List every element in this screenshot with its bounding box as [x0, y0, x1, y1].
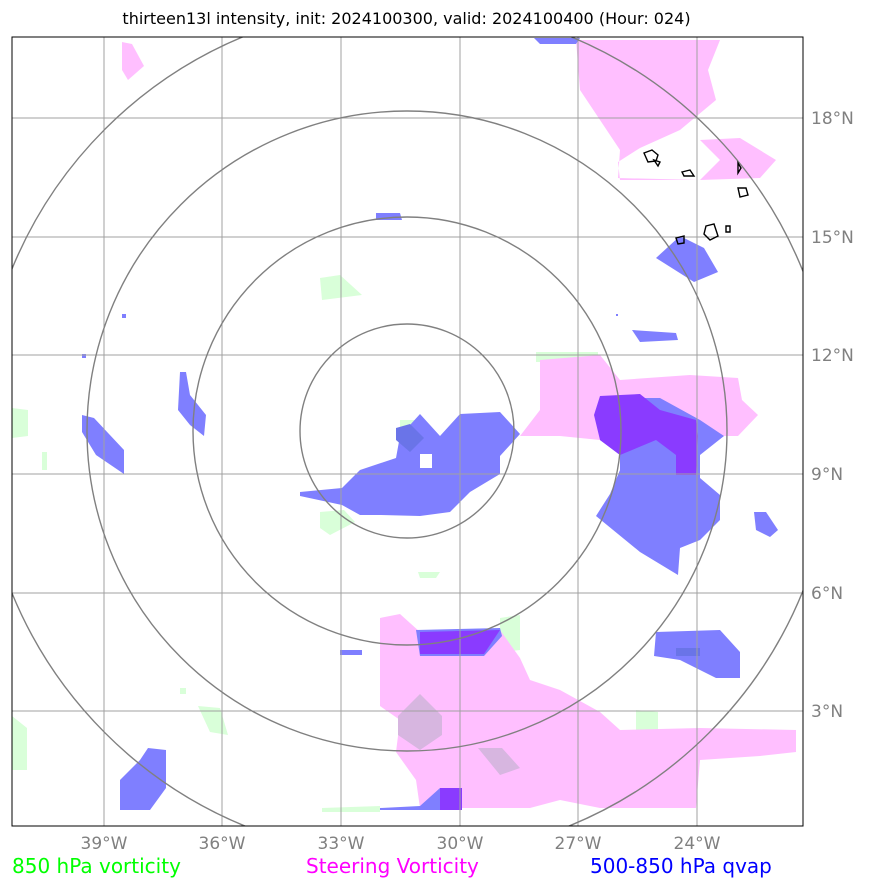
plot-frame	[11, 36, 804, 827]
lon-tick-label: 36°W	[199, 834, 246, 854]
lat-tick-label: 9°N	[811, 465, 843, 485]
lat-tick-label: 18°N	[811, 109, 854, 129]
range-ring-1	[299, 323, 515, 539]
steering-overlap-shading	[398, 694, 520, 775]
range-ring-2	[192, 216, 622, 646]
range-ring-3	[86, 110, 728, 752]
range-rings	[12, 37, 803, 826]
gridlines	[12, 37, 803, 826]
lon-tick-labels: 39°W 36°W 33°W 30°W 27°W 24°W	[81, 834, 721, 854]
legend-850-vorticity: 850 hPa vorticity	[12, 854, 181, 878]
lat-tick-label: 15°N	[811, 228, 854, 248]
lon-tick-label: 39°W	[81, 834, 128, 854]
lon-tick-label: 30°W	[437, 834, 484, 854]
lat-tick-label: 3°N	[811, 702, 843, 722]
lat-tick-label: 6°N	[811, 584, 843, 604]
lon-tick-label: 24°W	[674, 834, 721, 854]
map-title: thirteen13l intensity, init: 2024100300,…	[122, 9, 691, 28]
lon-tick-label: 27°W	[555, 834, 602, 854]
legend-qvap: 500-850 hPa qvap	[590, 854, 772, 878]
lat-tick-label: 12°N	[811, 346, 854, 366]
legend-steering-vorticity: Steering Vorticity	[306, 854, 479, 878]
lon-tick-label: 33°W	[318, 834, 365, 854]
field-layers	[12, 37, 803, 826]
lat-tick-labels: 18°N 15°N 12°N 9°N 6°N 3°N	[811, 109, 854, 722]
intensity-contours	[643, 149, 749, 245]
